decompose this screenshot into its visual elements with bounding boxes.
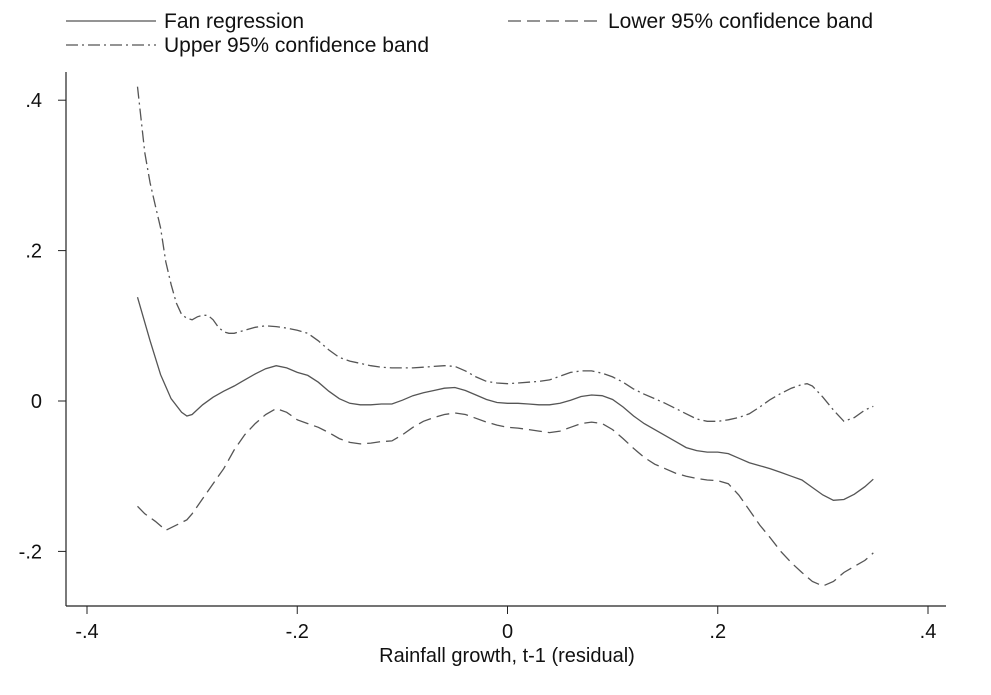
y-tick-label: .2	[25, 241, 42, 263]
x-tick-label: 0	[502, 621, 513, 643]
series-line-fan-regression	[136, 297, 874, 501]
x-axis-title: Rainfall growth, t-1 (residual)	[379, 645, 635, 667]
y-tick-label: .4	[25, 90, 42, 112]
x-tick-label: -.4	[75, 621, 98, 643]
legend-label: Lower 95% confidence band	[608, 10, 873, 33]
series-lines	[136, 86, 874, 587]
legend: Fan regression Lower 95% confidence band U…	[66, 10, 873, 57]
y-tick-label: 0	[31, 391, 42, 413]
x-axis-ticks: -.4 -.2 0 .2 .4	[75, 606, 936, 643]
y-tick-label: -.2	[19, 541, 42, 563]
x-tick-label: .4	[920, 621, 937, 643]
y-axis-ticks: -.2 0 .2 .4	[19, 90, 66, 563]
legend-label: Upper 95% confidence band	[164, 34, 429, 57]
plot-area: -.2 0 .2 .4 -.4 -.2 0 .2 .4	[19, 72, 946, 643]
series-line-upper-95-confidence-band	[136, 86, 874, 423]
x-tick-label: -.2	[286, 621, 309, 643]
series-line-lower-95-confidence-band	[137, 407, 874, 587]
legend-label: Fan regression	[164, 10, 304, 33]
x-tick-label: .2	[709, 621, 726, 643]
